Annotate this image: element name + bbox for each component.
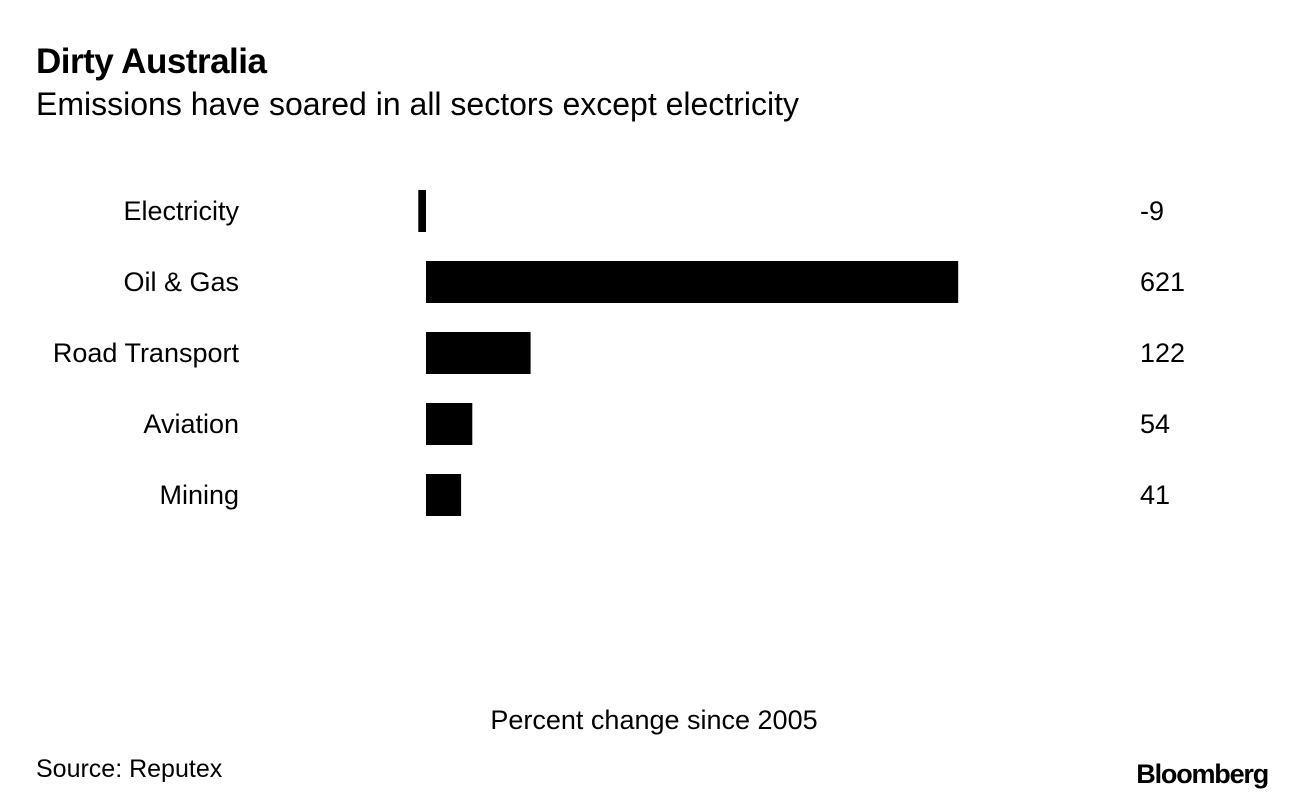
value-label-mining: 41	[1140, 480, 1170, 510]
value-label-oil-and-gas: 621	[1140, 267, 1185, 297]
chart-subtitle: Emissions have soared in all sectors exc…	[36, 86, 799, 122]
value-label-aviation: 54	[1140, 409, 1170, 439]
value-label-electricity: -9	[1140, 196, 1164, 226]
bloomberg-logo: Bloomberg	[1136, 759, 1269, 789]
category-label-mining: Mining	[159, 480, 239, 510]
chart-title: Dirty Australia	[36, 42, 267, 81]
bar-oil-and-gas	[426, 261, 959, 303]
category-label-electricity: Electricity	[123, 196, 239, 226]
source-note: Source: Reputex	[36, 755, 223, 783]
x-axis-label: Percent change since 2005	[490, 705, 818, 735]
bar-electricity	[418, 190, 426, 232]
bar-mining	[426, 474, 462, 516]
category-label-aviation: Aviation	[143, 409, 239, 439]
category-label-oil-and-gas: Oil & Gas	[123, 267, 239, 297]
bar-aviation	[426, 403, 473, 445]
value-label-road-transport: 122	[1140, 338, 1185, 368]
bar-road-transport	[426, 332, 531, 374]
category-label-road-transport: Road Transport	[53, 338, 240, 368]
